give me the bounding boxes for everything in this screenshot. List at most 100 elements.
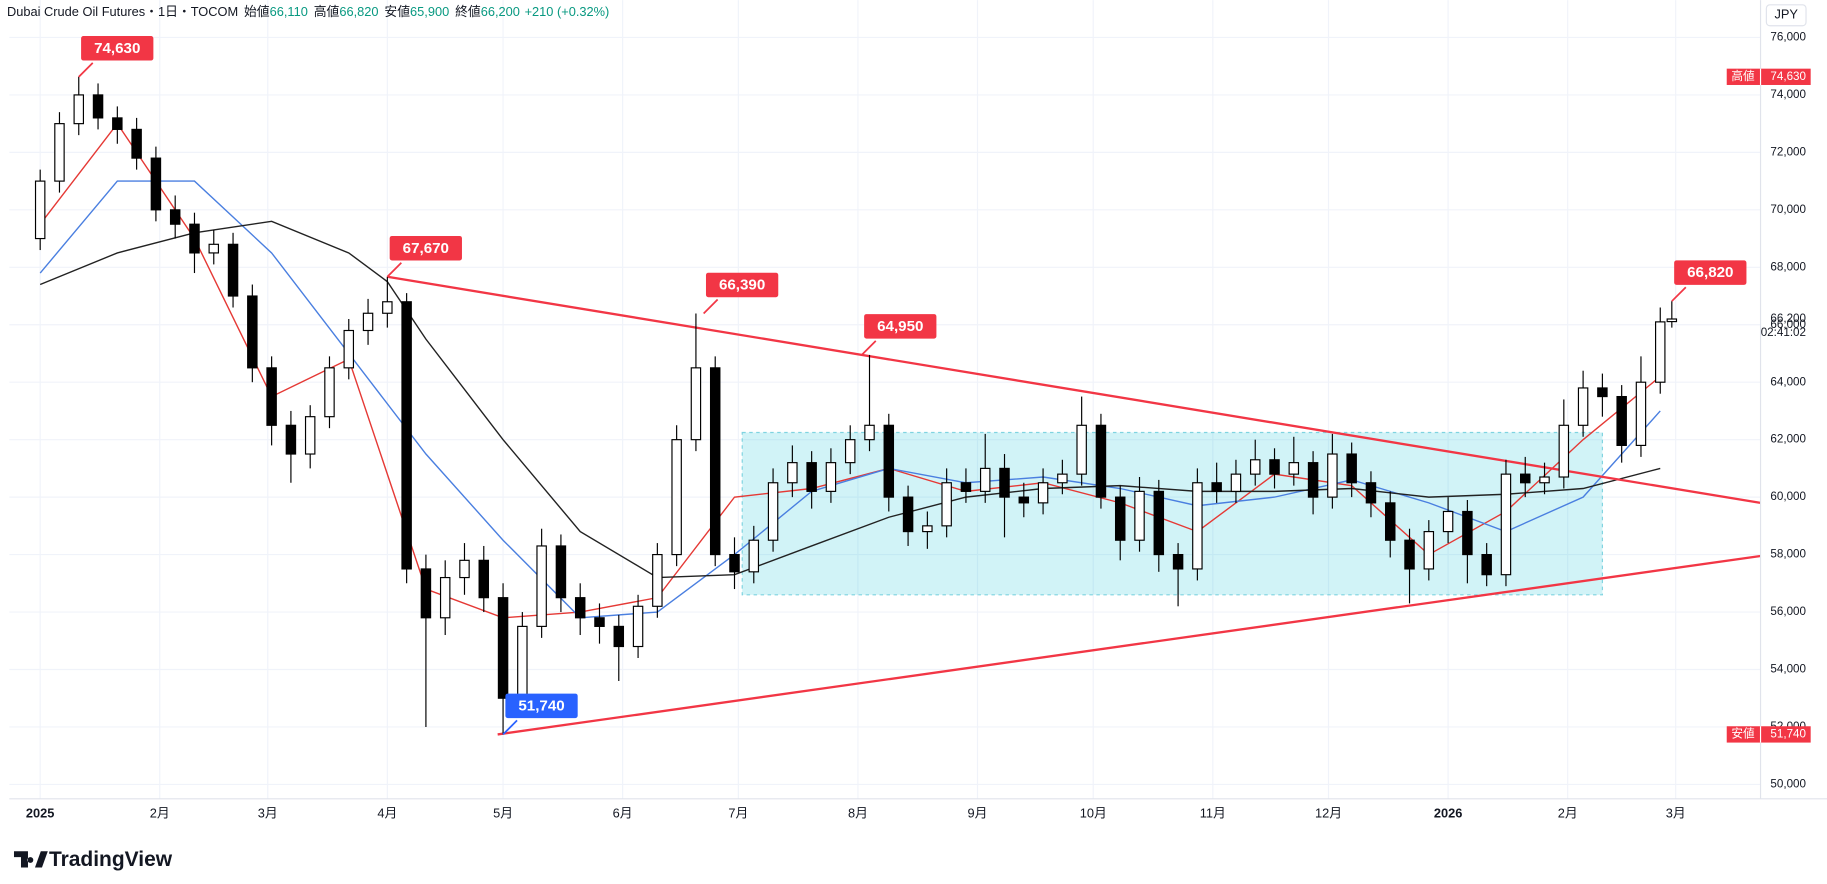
x-tick-label: 11月 bbox=[1200, 805, 1226, 820]
low-marker-text: 安値 bbox=[1731, 726, 1755, 740]
candle-body bbox=[73, 94, 85, 125]
axes: 50,00052,00054,00056,00058,00060,00062,0… bbox=[26, 31, 1811, 820]
candle-body bbox=[652, 553, 663, 607]
annotation-box bbox=[1674, 260, 1747, 285]
candle-body bbox=[1114, 496, 1126, 541]
annotation-leader bbox=[1671, 286, 1687, 302]
x-tick-label: 3月 bbox=[1666, 805, 1686, 820]
annotation-label: 67,670 bbox=[403, 240, 449, 257]
candle-body bbox=[1192, 482, 1203, 570]
stats: 始値66,110 高値66,820 安値65,900 終値66,200 bbox=[244, 4, 520, 19]
candle-body bbox=[709, 367, 721, 556]
low-marker-label: 51,740 bbox=[1770, 727, 1806, 740]
x-tick-label: 6月 bbox=[613, 805, 633, 820]
candle-body bbox=[1558, 424, 1570, 478]
currency-box[interactable] bbox=[1765, 4, 1807, 27]
currency[interactable]: JPY bbox=[1774, 7, 1798, 22]
candle-body bbox=[1346, 453, 1357, 484]
logo-text: TradingView bbox=[49, 848, 173, 871]
candle-body bbox=[1365, 482, 1377, 504]
annotation-leader bbox=[386, 262, 402, 278]
annotation-label: 74,630 bbox=[94, 40, 140, 57]
trendline bbox=[497, 554, 1761, 736]
trendline bbox=[387, 275, 1761, 505]
candle-body bbox=[517, 625, 528, 699]
annotation-leader bbox=[861, 340, 877, 356]
candle-body bbox=[632, 605, 644, 648]
y-tick-label: 70,000 bbox=[1770, 203, 1806, 216]
x-tick-label: 2026 bbox=[1434, 805, 1463, 820]
candle-body bbox=[1442, 510, 1454, 533]
candle-body bbox=[729, 553, 740, 573]
candle-body bbox=[536, 545, 547, 627]
candle-body bbox=[555, 545, 567, 599]
candle-body bbox=[1423, 531, 1435, 570]
candle-body bbox=[247, 295, 258, 369]
y-tick-label: 76,000 bbox=[1770, 31, 1806, 44]
symbol: Dubai Crude Oil Futures・1日・TOCOM bbox=[7, 4, 238, 19]
candle-body bbox=[1327, 453, 1338, 498]
countdown: 02:41:02 bbox=[1761, 326, 1806, 339]
candle-body bbox=[1597, 387, 1608, 398]
candle-body bbox=[1577, 387, 1589, 426]
x-tick-label: 2月 bbox=[1558, 805, 1578, 820]
x-tick-label: 2025 bbox=[26, 805, 55, 820]
candle-body bbox=[343, 329, 355, 369]
candle-body bbox=[594, 617, 605, 627]
candle-body bbox=[150, 157, 162, 211]
logo[interactable]: TradingView bbox=[13, 848, 173, 871]
candle-body bbox=[382, 301, 393, 314]
annotation-box bbox=[505, 693, 578, 719]
x-tick-label: 12月 bbox=[1315, 805, 1342, 820]
y-tick-label: 62,000 bbox=[1770, 433, 1806, 446]
candle-body bbox=[497, 597, 509, 699]
annotation-leader bbox=[78, 62, 94, 78]
candle-body bbox=[92, 94, 104, 119]
logo-icon bbox=[13, 851, 48, 868]
candle-body bbox=[1616, 395, 1627, 446]
candle-body bbox=[613, 625, 625, 648]
stat-label: 始値 bbox=[244, 4, 270, 19]
y-tick-label: 74,000 bbox=[1770, 88, 1806, 101]
y-tick-label: 50,000 bbox=[1770, 777, 1806, 790]
x-tick-label: 4月 bbox=[377, 805, 397, 820]
range-box bbox=[741, 431, 1603, 596]
candle-body bbox=[941, 482, 952, 527]
candle-body bbox=[362, 312, 374, 332]
annotation-label: 51,740 bbox=[518, 697, 564, 714]
candle-body bbox=[1539, 476, 1550, 484]
annotation-label: 66,820 bbox=[1687, 264, 1733, 281]
stat-value: 66,110 bbox=[270, 4, 308, 19]
candle-body bbox=[1307, 462, 1319, 498]
candle-body bbox=[999, 467, 1010, 498]
candle-body bbox=[690, 367, 702, 441]
candle-body bbox=[208, 243, 220, 254]
candle-body bbox=[1269, 459, 1280, 475]
candle-body bbox=[1249, 459, 1261, 475]
candle-body bbox=[825, 462, 837, 492]
candle-body bbox=[1655, 321, 1666, 383]
annotation-label: 66,390 bbox=[719, 277, 765, 294]
candle-body bbox=[189, 223, 200, 254]
candle-body bbox=[478, 559, 490, 599]
annotation-label: 64,950 bbox=[877, 318, 923, 335]
high-marker-text: 高値 bbox=[1731, 69, 1755, 83]
candle-body bbox=[1481, 553, 1492, 576]
stat-label: 終値 bbox=[455, 4, 481, 19]
x-tick-label: 8月 bbox=[848, 805, 868, 820]
x-tick-label: 10月 bbox=[1080, 805, 1107, 820]
y-tick-label: 72,000 bbox=[1770, 145, 1806, 158]
high-marker-box bbox=[1726, 68, 1811, 85]
candle-body bbox=[1037, 482, 1049, 504]
x-tick-label: 5月 bbox=[493, 805, 513, 820]
change: +210 (+0.32%) bbox=[525, 4, 610, 19]
moving-average bbox=[39, 220, 1661, 579]
annotation-box bbox=[389, 235, 462, 261]
high-marker-label: 74,630 bbox=[1770, 70, 1806, 83]
candle-body bbox=[227, 243, 239, 297]
candle-body bbox=[787, 462, 798, 484]
candle-body bbox=[844, 439, 856, 464]
y-tick-label: 64,000 bbox=[1770, 375, 1806, 388]
candle-body bbox=[1230, 473, 1242, 492]
